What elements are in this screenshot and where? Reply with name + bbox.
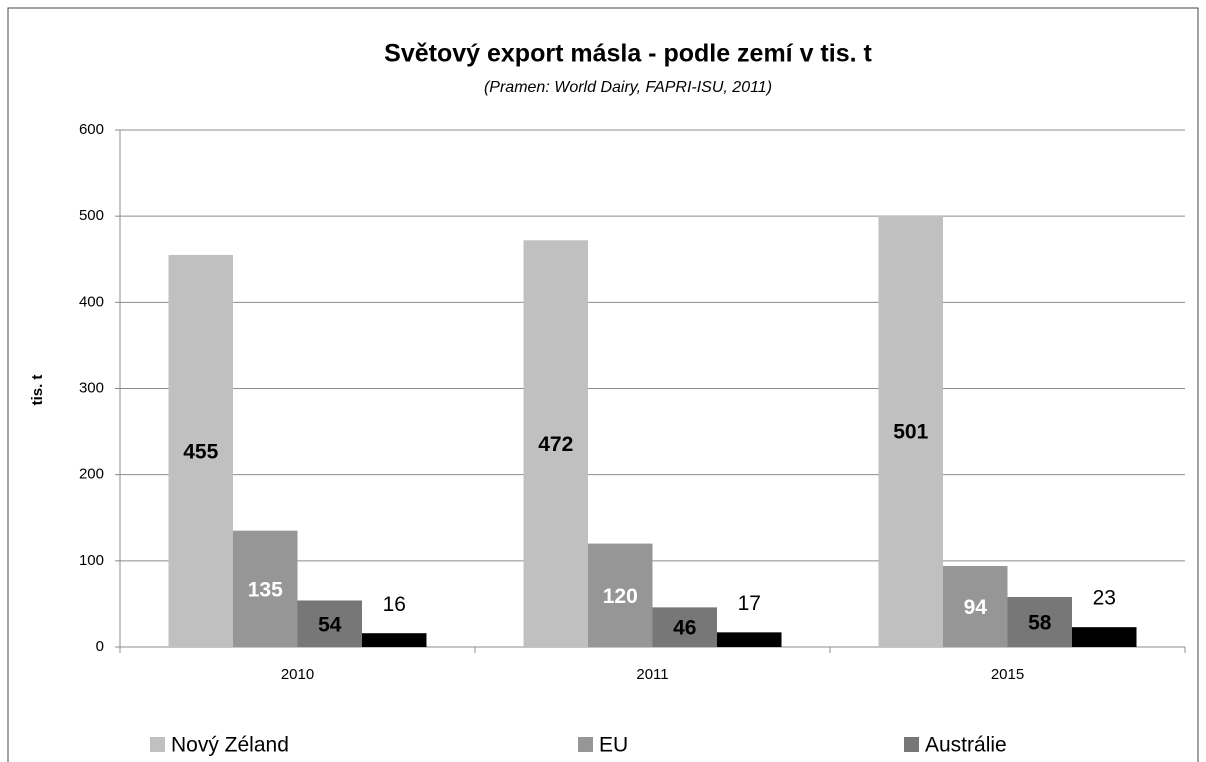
bar (943, 566, 1008, 647)
chart-title: Světový export másla - podle zemí v tis.… (384, 40, 872, 68)
data-label: 501 (893, 421, 928, 444)
bar (717, 632, 782, 647)
y-tick-label: 200 (79, 466, 104, 483)
bar (523, 240, 588, 647)
data-label: 472 (538, 433, 573, 456)
bar (1072, 627, 1137, 647)
legend-swatch (904, 737, 919, 752)
y-axis-label: tis. t (29, 375, 46, 406)
chart-subtitle: (Pramen: World Dairy, FAPRI-ISU, 2011) (484, 79, 772, 96)
legend-label: EU (599, 734, 628, 757)
bar (1007, 597, 1072, 647)
data-label: 455 (183, 441, 218, 464)
data-label: 94 (964, 596, 988, 619)
data-label: 23 (1093, 587, 1116, 610)
bar (168, 254, 233, 648)
data-label: 135 (248, 578, 283, 601)
bar (652, 607, 717, 647)
y-tick-label: 300 (79, 379, 104, 396)
y-tick-label: 400 (79, 293, 104, 310)
bar (233, 530, 298, 647)
y-tick-label: 0 (96, 638, 104, 655)
legend-label: Austrálie (925, 734, 1007, 757)
data-label: 120 (603, 585, 638, 608)
legend-label: Nový Zéland (171, 734, 289, 757)
x-tick-label: 2010 (281, 666, 314, 683)
bar (878, 215, 943, 647)
legend-swatch (578, 737, 593, 752)
chart-frame (7, 7, 1199, 762)
bar (297, 600, 362, 647)
x-tick-label: 2011 (636, 666, 668, 683)
legend-swatch (150, 737, 165, 752)
bar (362, 633, 427, 647)
data-label: 58 (1028, 612, 1052, 635)
data-label: 54 (318, 613, 342, 636)
data-label: 16 (383, 593, 406, 616)
data-label: 17 (738, 592, 761, 615)
x-tick-label: 2015 (991, 666, 1024, 683)
bar (588, 543, 653, 647)
data-label: 46 (673, 617, 696, 640)
y-tick-label: 100 (79, 552, 104, 569)
y-tick-label: 500 (79, 207, 104, 224)
y-tick-label: 600 (79, 121, 104, 138)
